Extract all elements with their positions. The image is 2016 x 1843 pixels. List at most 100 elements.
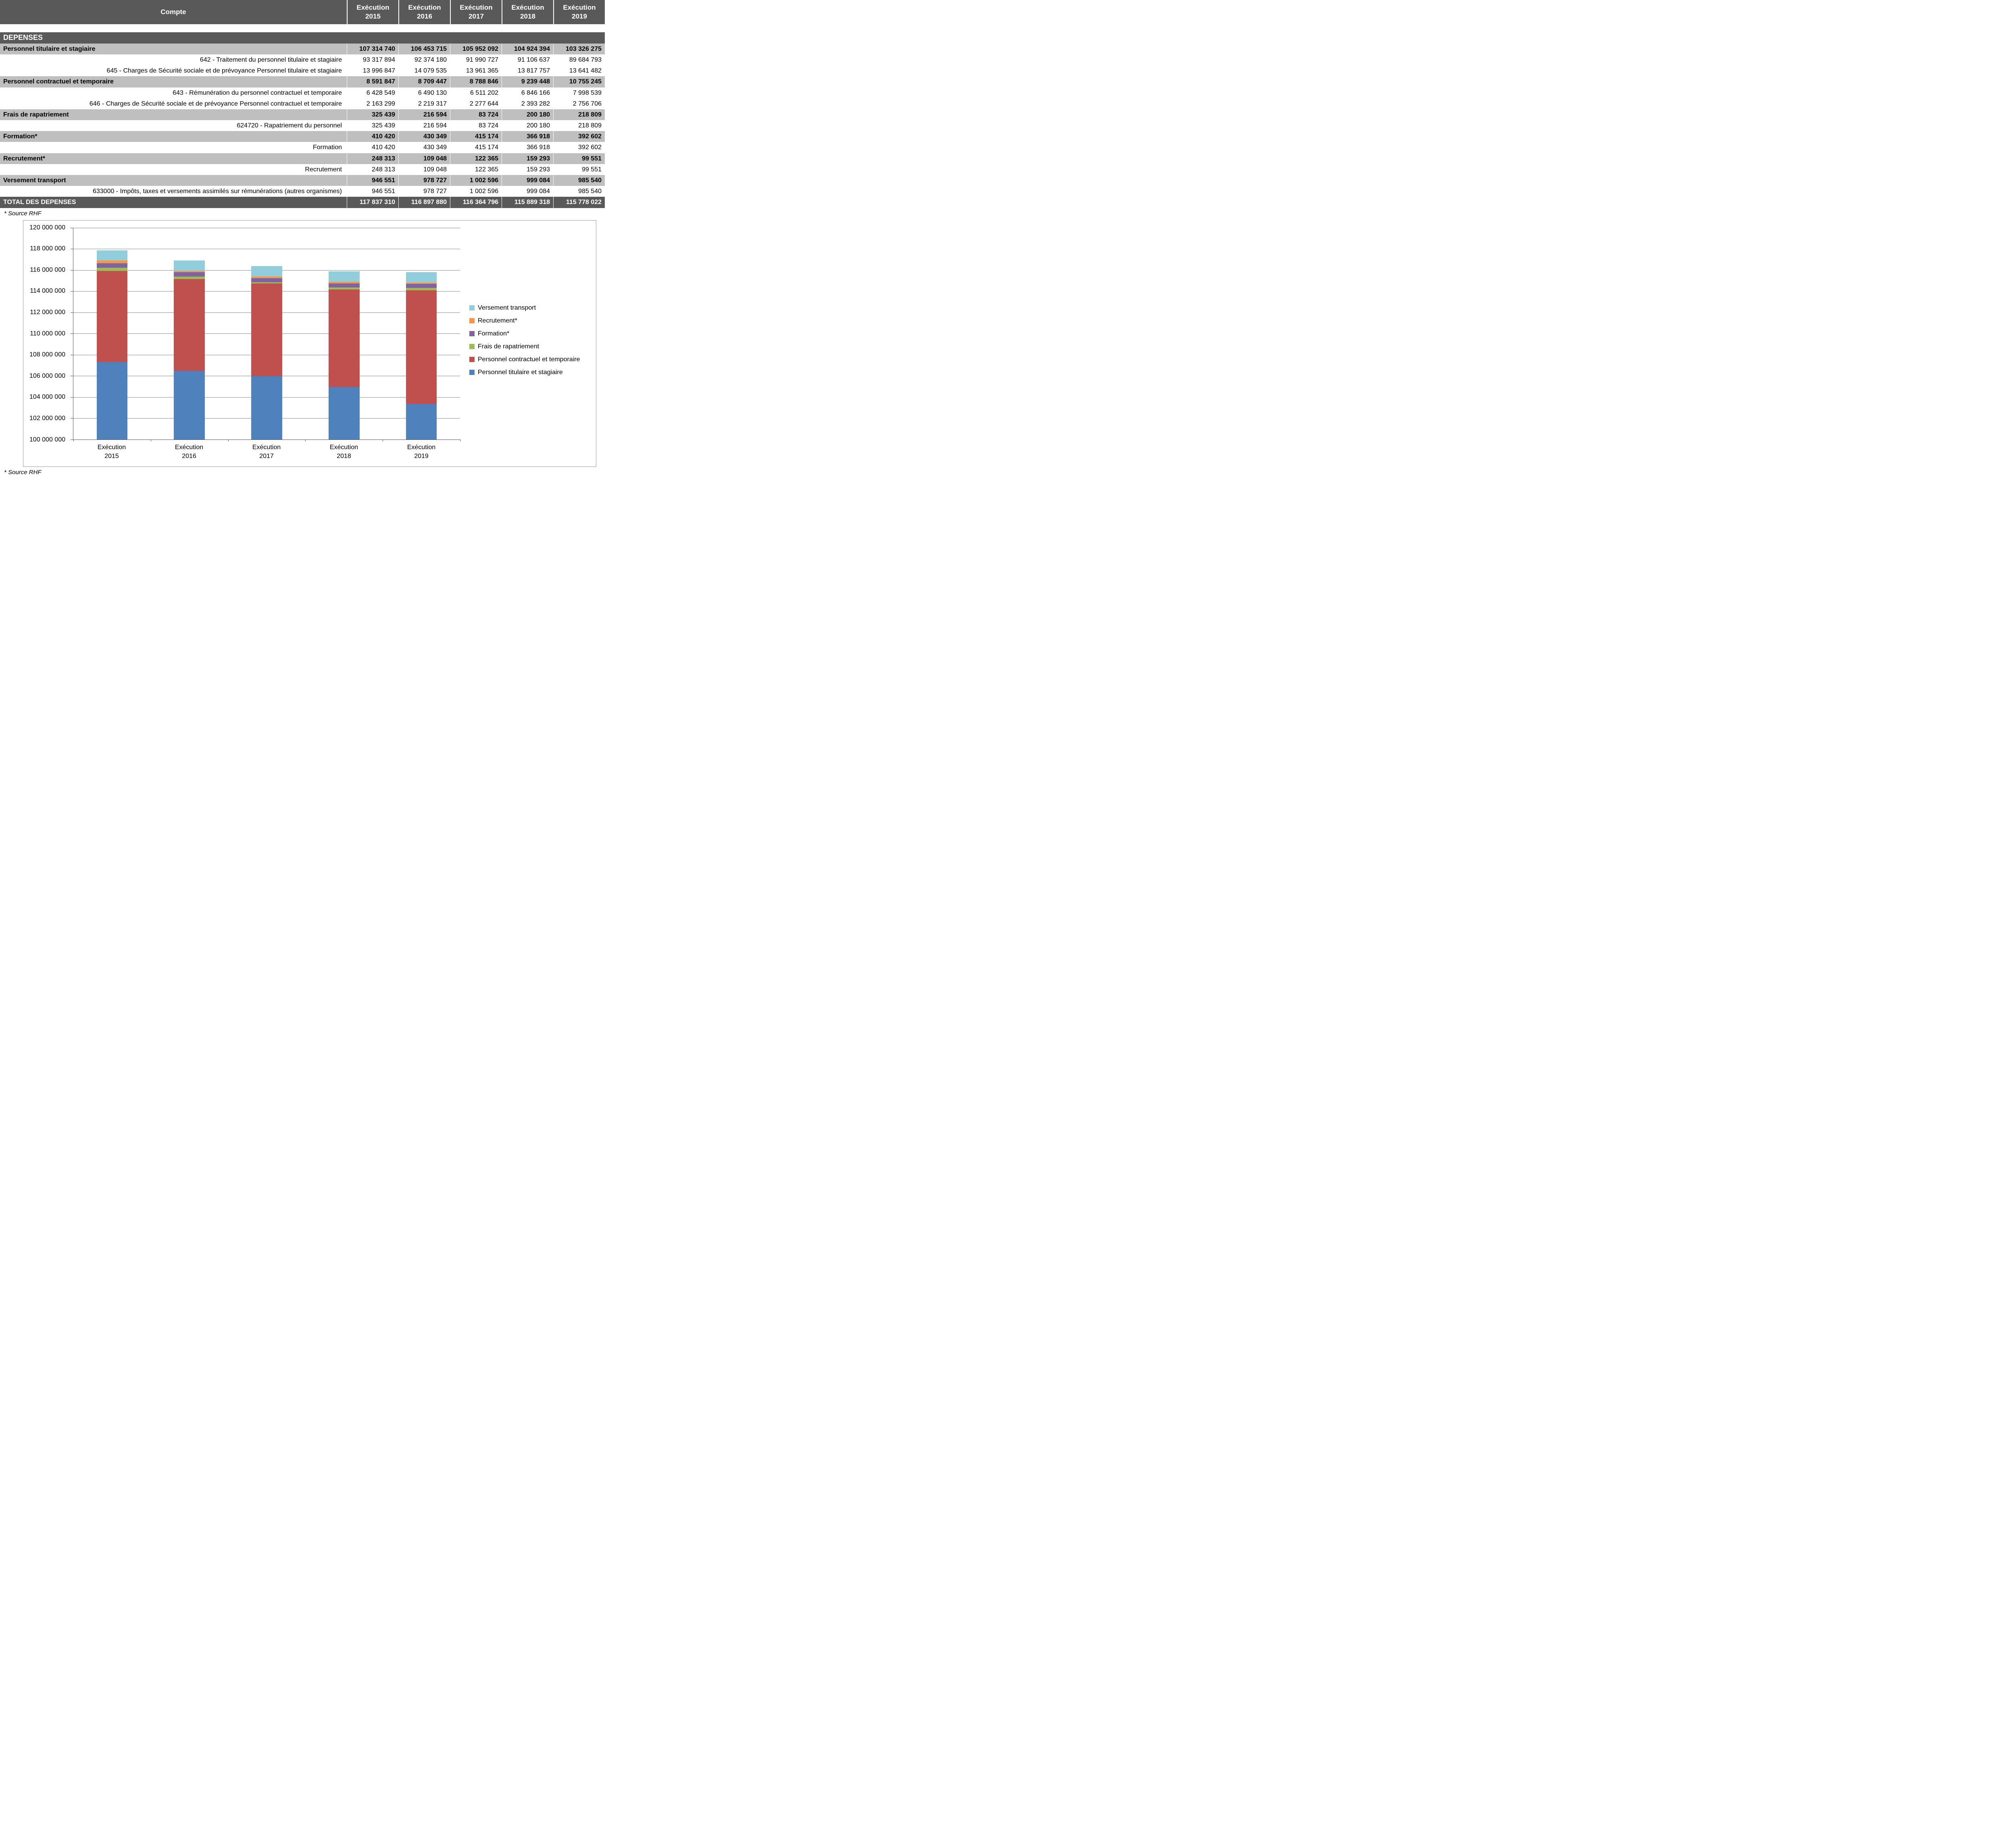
bar-segment: [251, 277, 282, 278]
cell-value: 116 897 880: [398, 197, 450, 208]
cell-value: 89 684 793: [553, 54, 605, 66]
table-row: 643 - Rémunération du personnel contract…: [0, 87, 605, 98]
plot-area: [71, 227, 460, 441]
source-footnote-bottom: * Source RHF: [4, 469, 42, 476]
bar-stack: [251, 228, 282, 439]
x-axis-tick: [305, 439, 306, 441]
cell-value: 325 439: [347, 120, 398, 131]
table-row: Recrutement 248 313 109 048 122 365 159 293 9…: [0, 164, 605, 175]
cell-value: 999 084: [502, 186, 553, 197]
table-row: Formation* 410 420 430 349 415 174 366 918 39…: [0, 131, 605, 142]
cell-value: 115 778 022: [553, 197, 605, 208]
expenses-table: Compte Exécution 2015 Exécution 2016 Exé…: [0, 0, 605, 208]
cell-value: 392 602: [553, 142, 605, 153]
y-axis-tick: [71, 291, 73, 292]
cell-value: 93 317 894: [347, 54, 398, 66]
bar-stack: [406, 228, 437, 439]
legend-item: Recrutement*: [469, 317, 580, 325]
bar-segment: [174, 271, 205, 272]
row-label: Recrutement*: [3, 155, 46, 162]
cell-value: 106 453 715: [398, 43, 450, 54]
cell-value: 415 174: [450, 131, 502, 142]
legend-color-swatch: [469, 305, 475, 311]
bar-segment: [96, 271, 128, 362]
bar-segment: [406, 283, 437, 288]
row-label: 645 - Charges de Sécurité sociale et de …: [106, 67, 342, 75]
cell-value: 2 163 299: [347, 98, 398, 109]
cell-value: 159 293: [502, 153, 553, 164]
legend-label: Personnel titulaire et stagiaire: [478, 369, 563, 376]
x-axis-label: Exécution 2018: [329, 444, 358, 460]
y-axis-label: 100 000 000: [29, 436, 65, 443]
cell-value: 248 313: [347, 164, 398, 175]
cell-value: 2 219 317: [398, 98, 450, 109]
cell-value: 8 709 447: [398, 76, 450, 87]
bar-slot: [228, 228, 306, 439]
cell-value: 83 724: [450, 120, 502, 131]
y-axis-tick: [71, 418, 73, 419]
cell-value: 430 349: [398, 142, 450, 153]
cell-value: 366 918: [502, 142, 553, 153]
cell-value: 159 293: [502, 164, 553, 175]
cell-value: 410 420: [347, 131, 398, 142]
y-axis-label: 102 000 000: [29, 414, 65, 422]
table-row: Personnel contractuel et temporaire 8 591…: [0, 76, 605, 87]
column-header-2018: Exécution 2018: [502, 0, 553, 25]
legend-color-swatch: [469, 344, 475, 350]
cell-value: 105 952 092: [450, 43, 502, 54]
bar-segment: [251, 376, 282, 439]
bar-segment: [328, 287, 360, 289]
bar-segment: [174, 272, 205, 277]
bar-segment: [406, 290, 437, 404]
cell-value: 9 239 448: [502, 76, 553, 87]
row-label: Personnel contractuel et temporaire: [3, 78, 114, 85]
year-label: 2015: [365, 12, 381, 21]
cell-value: 109 048: [398, 164, 450, 175]
cell-value: 410 420: [347, 142, 398, 153]
cell-value: 978 727: [398, 175, 450, 186]
y-axis-tick: [71, 439, 73, 440]
bar-segment: [251, 282, 282, 283]
cell-value: 366 918: [502, 131, 553, 142]
row-label: DEPENSES: [3, 33, 43, 42]
cell-value: 1 002 596: [450, 186, 502, 197]
legend-item: Personnel titulaire et stagiaire: [469, 369, 580, 376]
row-label: Versement transport: [3, 177, 66, 184]
bar-slot: [151, 228, 228, 439]
y-axis-tick: [71, 333, 73, 334]
cell-value: 430 349: [398, 131, 450, 142]
table-row: Recrutement* 248 313 109 048 122 365 159 293…: [0, 153, 605, 164]
exec-label: Exécution: [511, 4, 544, 11]
bar-segment: [328, 289, 360, 387]
x-axis-tick: [228, 439, 229, 441]
row-label: Formation*: [3, 133, 37, 140]
budget-report-page: Compte Exécution 2015 Exécution 2016 Exé…: [0, 0, 605, 489]
bar-segment: [251, 278, 282, 283]
stacked-bar-chart: 120 000 000 118 000 000 116 000 000 114 000…: [23, 220, 596, 467]
legend-color-swatch: [469, 331, 475, 337]
x-axis-label: Exécution 2016: [175, 444, 204, 460]
legend-color-swatch: [469, 318, 475, 324]
cell-value: 13 961 365: [450, 65, 502, 77]
x-axis-tick: [73, 439, 74, 441]
cell-value: 109 048: [398, 153, 450, 164]
row-label: Formation: [312, 144, 342, 151]
column-header-2016: Exécution 2016: [398, 0, 450, 25]
bar-segment: [96, 260, 128, 263]
y-axis-tick: [71, 312, 73, 313]
bar-slot: [305, 228, 383, 439]
cell-value: 248 313: [347, 153, 398, 164]
cell-value: 116 364 796: [450, 197, 502, 208]
bar-segment: [251, 283, 282, 377]
bar-segment: [328, 271, 360, 282]
table-row: 633000 - Impôts, taxes et versements ass…: [0, 186, 605, 197]
y-axis-label: 110 000 000: [30, 330, 65, 337]
table-body: DEPENSES Personnel titulaire et stagiaire…: [0, 32, 605, 208]
cell-value: 99 551: [553, 153, 605, 164]
legend-item: Formation*: [469, 330, 580, 337]
year-label: 2016: [417, 12, 432, 21]
cell-value: 218 809: [553, 109, 605, 121]
cell-value: 946 551: [347, 186, 398, 197]
bar-segment: [96, 267, 128, 271]
table-section-row: DEPENSES: [0, 32, 605, 44]
